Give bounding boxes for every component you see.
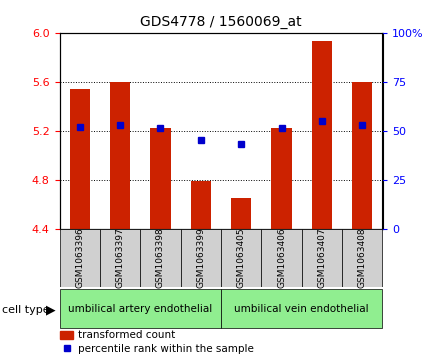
Bar (181, 229, 221, 287)
Bar (100, 229, 140, 287)
Title: GDS4778 / 1560069_at: GDS4778 / 1560069_at (140, 15, 302, 29)
Text: ▶: ▶ (46, 304, 56, 317)
Text: GSM1063408: GSM1063408 (358, 227, 367, 288)
Text: GSM1063399: GSM1063399 (196, 227, 205, 288)
Text: GSM1063405: GSM1063405 (237, 227, 246, 288)
Text: GSM1063407: GSM1063407 (317, 227, 326, 288)
Bar (352, 82, 372, 229)
Bar (221, 229, 261, 287)
Bar (272, 128, 292, 229)
Bar (140, 229, 181, 287)
Bar (150, 128, 170, 229)
Bar (110, 82, 130, 229)
Text: GSM1063397: GSM1063397 (116, 227, 125, 288)
Bar (191, 181, 211, 229)
Bar (312, 41, 332, 229)
Text: umbilical artery endothelial: umbilical artery endothelial (68, 303, 212, 314)
Bar (60, 229, 100, 287)
Bar (342, 229, 382, 287)
Bar (261, 229, 302, 287)
Bar (231, 198, 251, 229)
Bar (221, 289, 382, 328)
Text: umbilical vein endothelial: umbilical vein endothelial (235, 303, 369, 314)
Text: GSM1063398: GSM1063398 (156, 227, 165, 288)
Text: GSM1063406: GSM1063406 (277, 227, 286, 288)
Legend: transformed count, percentile rank within the sample: transformed count, percentile rank withi… (56, 326, 258, 358)
Text: cell type: cell type (2, 305, 50, 315)
Bar (302, 229, 342, 287)
Text: GSM1063396: GSM1063396 (75, 227, 84, 288)
Bar (70, 89, 90, 229)
Bar (60, 289, 221, 328)
